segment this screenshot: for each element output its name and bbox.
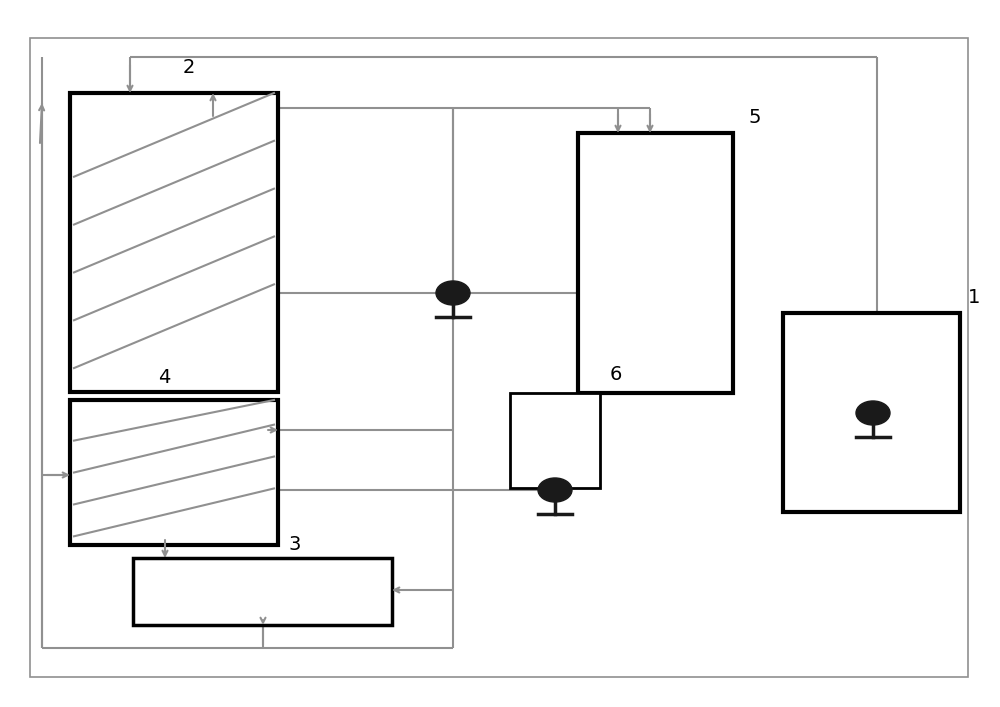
Text: 3: 3 — [288, 535, 300, 554]
Circle shape — [436, 281, 470, 305]
Circle shape — [856, 401, 890, 425]
Bar — [510, 393, 600, 488]
Bar — [783, 313, 960, 512]
Circle shape — [538, 478, 572, 502]
Text: 6: 6 — [610, 365, 622, 384]
Bar — [70, 400, 278, 545]
Text: 5: 5 — [748, 108, 761, 127]
Text: 4: 4 — [158, 368, 170, 387]
Bar — [578, 133, 733, 393]
Text: 1: 1 — [968, 288, 980, 307]
Text: 2: 2 — [183, 58, 195, 77]
Bar — [70, 93, 278, 392]
Bar — [133, 558, 392, 625]
